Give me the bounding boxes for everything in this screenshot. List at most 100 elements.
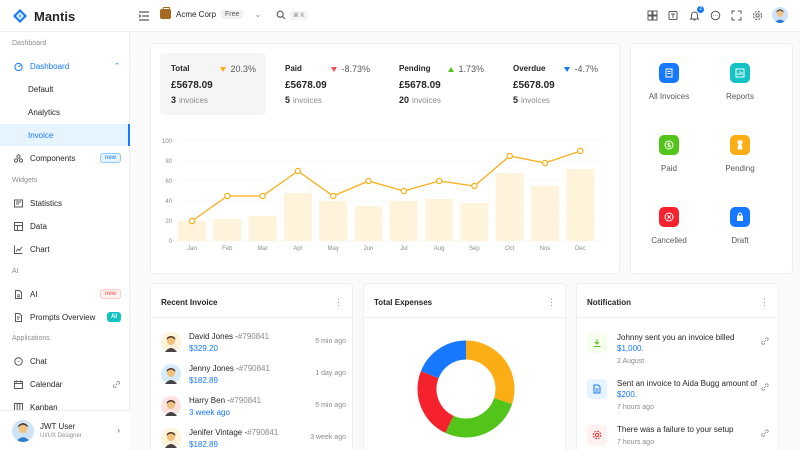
trend-icon bbox=[448, 66, 455, 72]
stat-card-overdue[interactable]: Overdue -4.7% £5678.09 5 invoices bbox=[502, 53, 608, 115]
data-point[interactable] bbox=[224, 192, 231, 200]
statistics-icon bbox=[14, 199, 23, 207]
sidebar-item-label: Chat bbox=[30, 356, 47, 366]
stat-card-paid[interactable]: Paid -8.73% £5678.09 5 invoices bbox=[274, 53, 380, 115]
header-actions: 2 bbox=[646, 6, 788, 23]
sidebar-item-dashboard[interactable]: Dashboard ⌃ bbox=[0, 55, 130, 77]
stat-card-total[interactable]: Total 20.3% £5678.09 3 invoices bbox=[160, 53, 266, 115]
fullscreen-icon[interactable] bbox=[730, 9, 742, 21]
data-point[interactable] bbox=[365, 177, 372, 185]
table-row[interactable]: Jenny Jones -#790841 $182.89 1 day ago bbox=[161, 362, 346, 390]
donut-slice[interactable] bbox=[420, 340, 467, 379]
more-vertical-icon[interactable]: ⋮ bbox=[547, 297, 556, 307]
x-tick-label: Sep bbox=[469, 246, 480, 252]
stat-label: Total bbox=[171, 64, 190, 73]
bell-icon[interactable]: 2 bbox=[688, 6, 704, 21]
invoice-customer: Jenny Jones -#790841 bbox=[189, 364, 270, 373]
translate-icon[interactable] bbox=[667, 9, 679, 21]
data-point[interactable] bbox=[188, 217, 196, 225]
menu-toggle-icon[interactable] bbox=[138, 10, 150, 22]
bar-mark bbox=[566, 169, 595, 241]
stat-count-value: 5 bbox=[285, 95, 291, 105]
y-tick-label: 40 bbox=[165, 199, 172, 205]
data-point[interactable] bbox=[506, 152, 513, 160]
sidebar-item-chat[interactable]: Chat bbox=[0, 350, 130, 372]
data-point[interactable] bbox=[541, 159, 549, 167]
x-tick-label: Jun bbox=[364, 246, 374, 252]
sidebar-item-chart[interactable]: Chart bbox=[0, 238, 130, 260]
quick-action-label: Pending bbox=[725, 164, 755, 173]
quick-action-reports[interactable]: Reports bbox=[711, 53, 769, 111]
avatar bbox=[161, 428, 181, 448]
user-profile-card[interactable]: JWT User UI/UX Designer › bbox=[0, 410, 130, 450]
org-switcher[interactable]: Acme Corp Free ⌄ bbox=[160, 7, 261, 19]
more-vertical-icon[interactable]: ⋮ bbox=[334, 297, 343, 307]
link-icon[interactable] bbox=[761, 429, 769, 437]
data-point[interactable] bbox=[471, 182, 478, 190]
x-tick-label: Feb bbox=[222, 246, 233, 252]
sidebar-item-label: Calendar bbox=[30, 379, 63, 389]
list-item[interactable]: Sent an invoice to Aida Bugg amount of $… bbox=[587, 378, 775, 414]
data-point[interactable] bbox=[435, 177, 443, 185]
x-tick-label: Apr bbox=[293, 246, 302, 252]
quick-action-draft[interactable]: Draft bbox=[711, 197, 769, 255]
prompts-icon bbox=[15, 312, 22, 322]
link-icon[interactable] bbox=[761, 337, 769, 345]
mega-menu-icon[interactable] bbox=[646, 9, 658, 21]
stat-label: Overdue bbox=[513, 64, 546, 73]
ai-badge: AI bbox=[107, 312, 121, 322]
x-tick-label: Jul bbox=[400, 246, 408, 252]
dollar-icon bbox=[659, 135, 679, 155]
list-item[interactable]: Johnny sent you an invoice billed $1,000… bbox=[587, 332, 775, 368]
list-item[interactable]: There was a failure to your setup 7 hours… bbox=[587, 424, 775, 450]
data-point[interactable] bbox=[329, 192, 337, 200]
sidebar: Dashboard Dashboard ⌃ Default Analytics … bbox=[0, 32, 130, 450]
sidebar-item-statistics[interactable]: Statistics bbox=[0, 192, 130, 214]
user-name: JWT User bbox=[40, 422, 76, 431]
sidebar-item-prompts-overview[interactable]: Prompts Overview AI bbox=[0, 306, 130, 328]
sidebar-item-label: Analytics bbox=[28, 107, 61, 117]
avatar bbox=[161, 364, 181, 384]
more-vertical-icon[interactable]: ⋮ bbox=[760, 297, 769, 307]
donut-slice[interactable] bbox=[465, 340, 515, 404]
sidebar-item-default[interactable]: Default bbox=[0, 78, 130, 100]
message-icon[interactable] bbox=[709, 9, 721, 21]
settings-icon[interactable] bbox=[751, 9, 763, 21]
x-tick-label: Jan bbox=[187, 246, 197, 252]
donut-slice[interactable] bbox=[445, 397, 513, 438]
section-ai: AI bbox=[12, 268, 19, 275]
quick-action-paid[interactable]: Paid bbox=[640, 125, 698, 183]
table-row[interactable]: David Jones -#790841 $329.20 5 min ago bbox=[161, 330, 346, 358]
data-point[interactable] bbox=[400, 187, 407, 195]
quick-action-cancelled[interactable]: Cancelled bbox=[640, 197, 698, 255]
invoice-ref: #790841 bbox=[247, 428, 279, 437]
sidebar-item-invoice[interactable]: Invoice bbox=[0, 124, 130, 146]
stat-change: -4.7% bbox=[564, 64, 598, 74]
data-point[interactable] bbox=[577, 147, 584, 155]
x-tick-label: Dec bbox=[575, 246, 586, 252]
user-avatar[interactable] bbox=[772, 7, 788, 23]
data-point[interactable] bbox=[259, 192, 266, 200]
logo[interactable]: Mantis bbox=[12, 8, 75, 24]
sidebar-item-calendar[interactable]: Calendar bbox=[0, 373, 130, 395]
sidebar-item-components[interactable]: Components new bbox=[0, 147, 130, 169]
sidebar-item-analytics[interactable]: Analytics bbox=[0, 101, 130, 123]
new-badge: new bbox=[99, 153, 121, 163]
table-row[interactable]: Jenifer Vintage -#790841 $182.89 3 week ag… bbox=[161, 426, 346, 450]
quick-action-all-invoices[interactable]: All Invoices bbox=[640, 53, 698, 111]
link-icon[interactable] bbox=[761, 383, 769, 391]
donut-slice[interactable] bbox=[417, 371, 454, 433]
stat-change-value: -4.7% bbox=[574, 64, 598, 74]
stat-card-pending[interactable]: Pending 1.73% £5678.09 20 invoices bbox=[388, 53, 494, 115]
sidebar-item-data[interactable]: Data bbox=[0, 215, 130, 237]
stat-count: 5 invoices bbox=[285, 95, 380, 105]
stat-change-value: 1.73% bbox=[458, 64, 484, 74]
table-row[interactable]: Harry Ben -#790841 3 week ago 5 min ago bbox=[161, 394, 346, 422]
divider bbox=[577, 317, 778, 318]
quick-action-pending[interactable]: Pending bbox=[711, 125, 769, 183]
sidebar-item-ai[interactable]: AI new bbox=[0, 283, 130, 305]
data-point[interactable] bbox=[294, 167, 302, 175]
trend-icon bbox=[220, 66, 227, 72]
invoice-time: 5 min ago bbox=[315, 402, 346, 409]
search[interactable]: ⌘ K bbox=[276, 10, 308, 20]
